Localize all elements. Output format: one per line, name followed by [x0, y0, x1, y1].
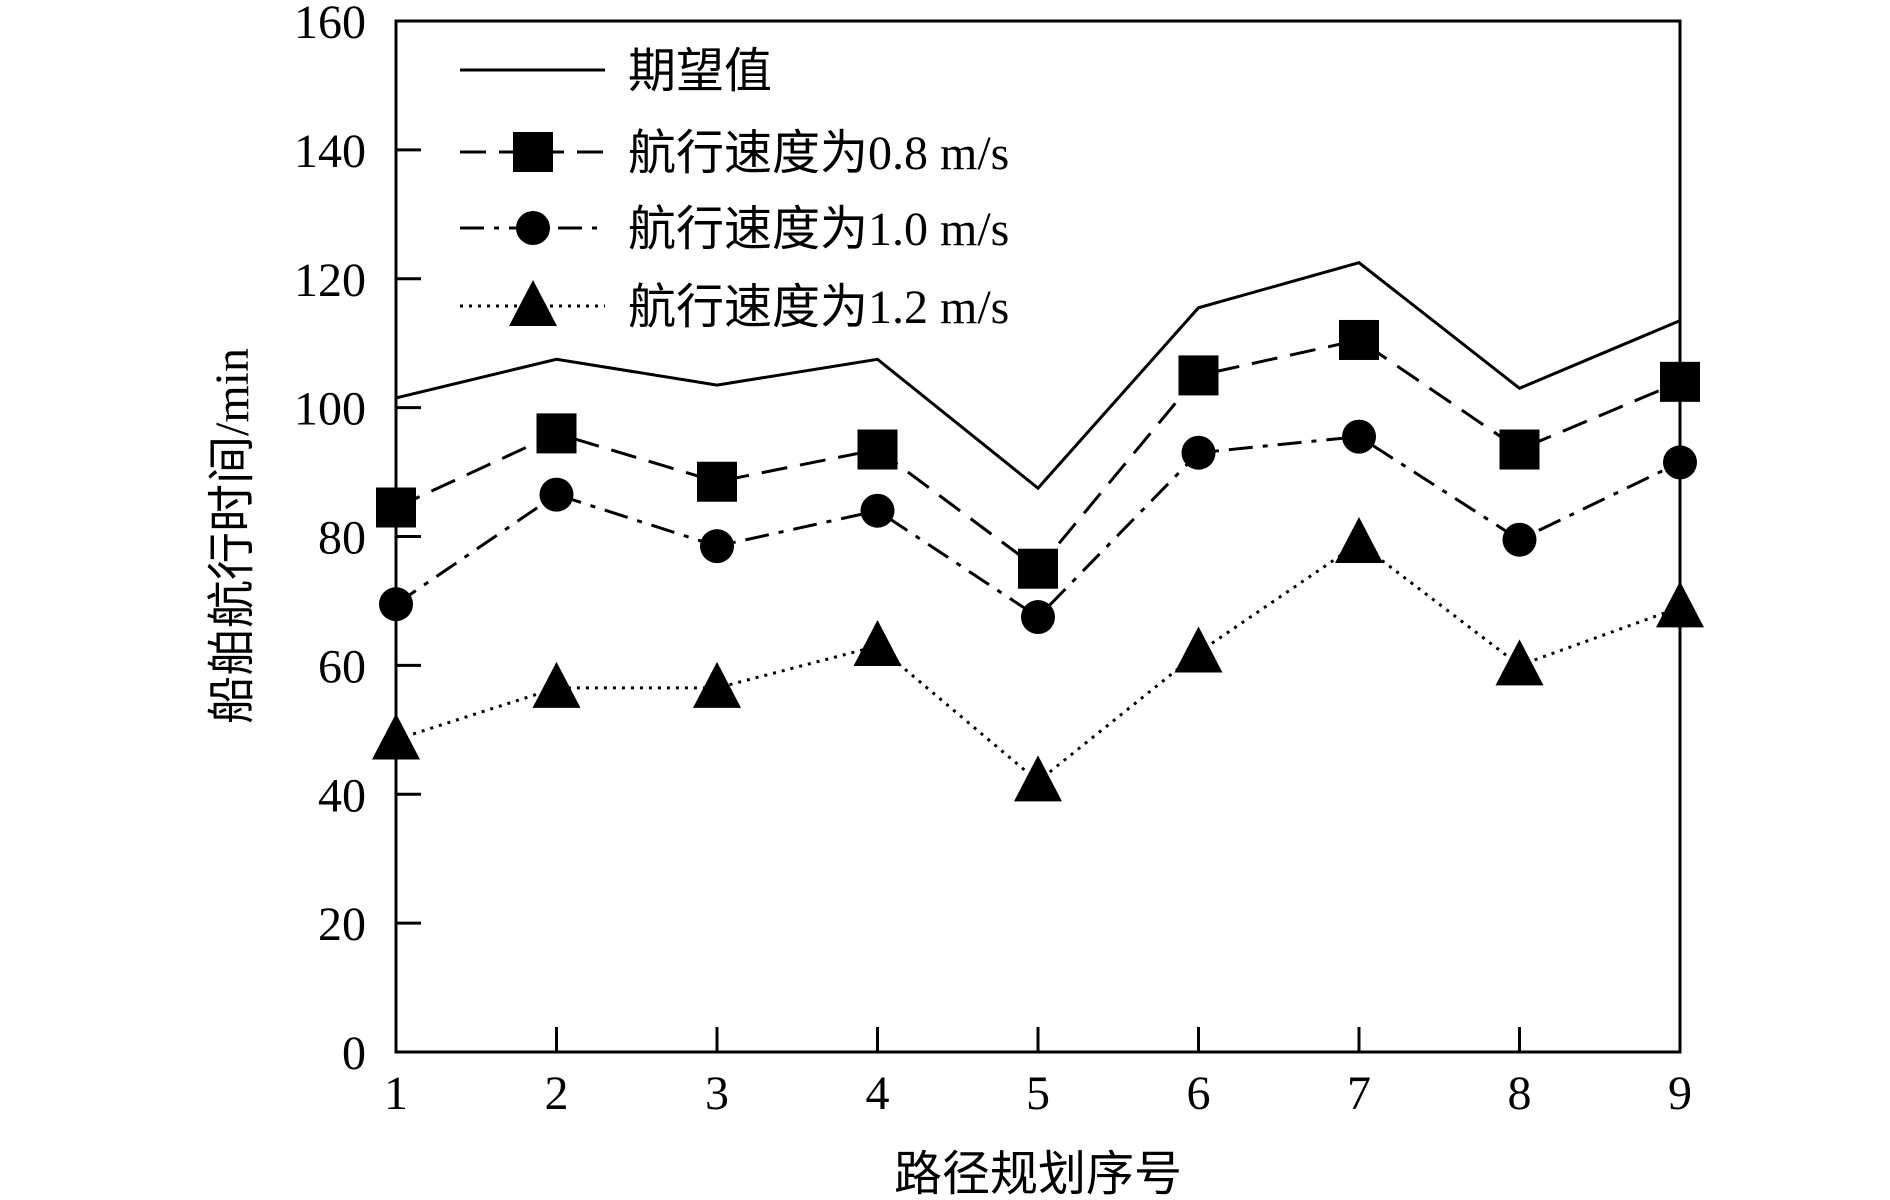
x-tick-label: 2	[545, 1067, 569, 1120]
series-2-point	[536, 413, 577, 454]
series-4-point	[1495, 639, 1544, 686]
y-tick-label: 100	[294, 383, 366, 436]
legend-label: 航行速度为1.2 m/s	[628, 281, 1009, 334]
legend-marker	[516, 211, 550, 245]
series-2-point	[1178, 355, 1219, 396]
series-2-point	[1018, 548, 1058, 589]
series-4-point	[693, 661, 741, 708]
y-tick-label: 160	[294, 0, 366, 49]
series-4-point	[1014, 755, 1062, 802]
y-tick-label: 0	[342, 1027, 366, 1080]
series-4-point	[532, 661, 581, 708]
legend-label: 航行速度为1.0 m/s	[628, 203, 1009, 256]
x-tick-label: 4	[866, 1067, 890, 1120]
plot-frame	[394, 19, 1682, 1054]
series-3-point	[700, 529, 734, 564]
series-3-point	[1502, 522, 1537, 557]
x-tick-label: 8	[1508, 1067, 1532, 1120]
legend-label: 期望值	[628, 45, 772, 98]
y-tick-label: 80	[318, 512, 366, 565]
series-line-1	[395, 260, 1681, 491]
series-2-point	[1499, 429, 1540, 470]
series-line-2	[395, 338, 1681, 571]
y-axis-title: 船舶航行时间/min	[206, 348, 259, 724]
series-3-point	[860, 493, 895, 528]
x-axis: 1 2 3 4 5 6 7 8 9	[384, 1027, 1692, 1120]
y-tick-label: 120	[294, 254, 366, 307]
y-tick-label: 20	[318, 898, 366, 951]
series-4-point	[1335, 516, 1383, 563]
plot-lines	[395, 260, 1681, 784]
y-axis: 0 20 40 60 80 100 120 140 160	[294, 0, 421, 1080]
x-tick-label: 3	[705, 1067, 729, 1120]
series-line-3	[395, 435, 1681, 619]
series-3-point	[1342, 419, 1376, 454]
x-axis-title: 路径规划序号	[894, 1148, 1182, 1200]
x-tick-label: 7	[1347, 1067, 1371, 1120]
legend-marker	[509, 280, 557, 326]
legend-marker	[513, 132, 553, 172]
x-tick-label: 6	[1187, 1067, 1211, 1120]
series-3-point	[539, 477, 574, 512]
series-4-point	[1174, 626, 1223, 673]
x-tick-label: 5	[1026, 1067, 1050, 1120]
y-tick-label: 40	[318, 769, 366, 822]
series-2-point	[857, 429, 898, 470]
series-3-point	[1021, 600, 1055, 635]
series-2-point	[697, 461, 737, 502]
x-tick-label: 9	[1668, 1067, 1692, 1120]
y-tick-label: 60	[318, 640, 366, 693]
legend-label: 航行速度为0.8 m/s	[628, 127, 1009, 180]
series-2-point	[1339, 319, 1379, 360]
plot-markers	[372, 319, 1704, 802]
series-3-point	[1181, 435, 1216, 470]
x-tick-label: 1	[384, 1067, 408, 1120]
series-4-point	[853, 620, 902, 667]
y-tick-label: 140	[294, 125, 366, 178]
